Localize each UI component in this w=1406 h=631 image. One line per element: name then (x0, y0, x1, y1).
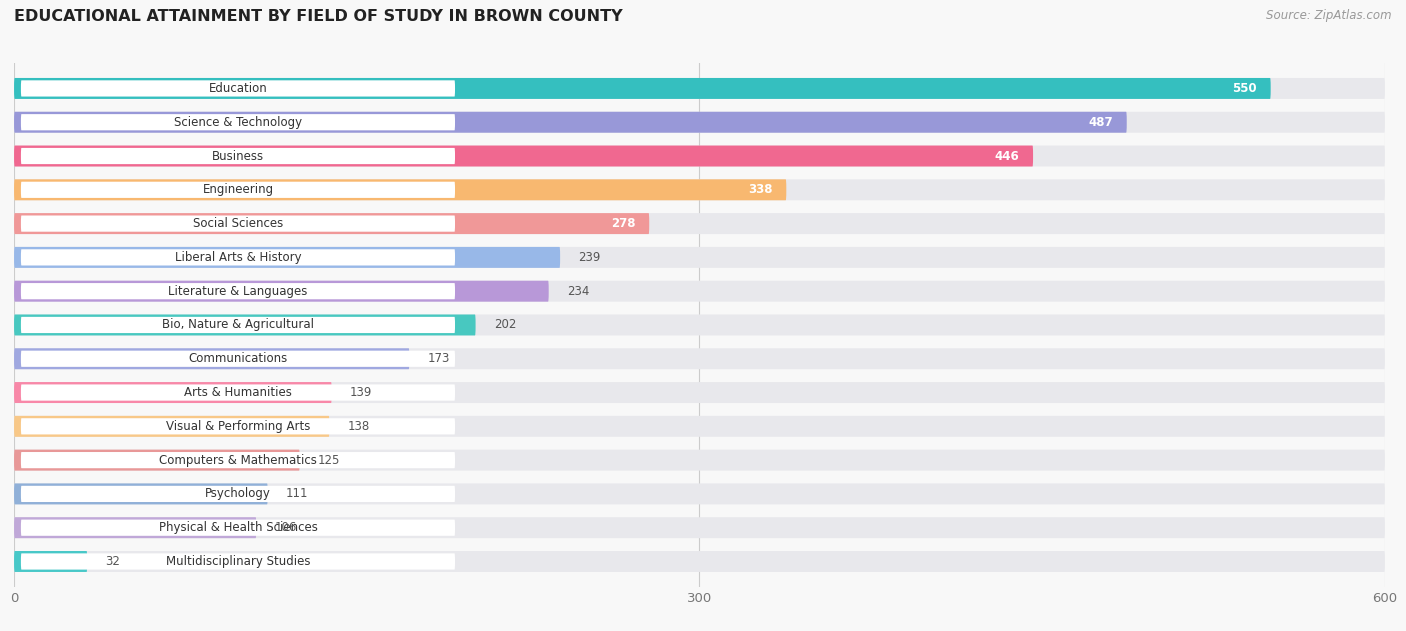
Text: Social Sciences: Social Sciences (193, 217, 283, 230)
Text: 32: 32 (105, 555, 121, 568)
FancyBboxPatch shape (14, 314, 475, 336)
Text: Engineering: Engineering (202, 184, 274, 196)
Text: 139: 139 (350, 386, 373, 399)
FancyBboxPatch shape (14, 146, 1033, 167)
Text: 173: 173 (427, 352, 450, 365)
Text: Education: Education (208, 82, 267, 95)
Text: Business: Business (212, 150, 264, 163)
FancyBboxPatch shape (21, 216, 456, 232)
Text: 234: 234 (567, 285, 589, 298)
FancyBboxPatch shape (14, 179, 786, 200)
Text: 125: 125 (318, 454, 340, 466)
FancyBboxPatch shape (14, 382, 1385, 403)
FancyBboxPatch shape (14, 281, 548, 302)
FancyBboxPatch shape (14, 112, 1385, 133)
Text: EDUCATIONAL ATTAINMENT BY FIELD OF STUDY IN BROWN COUNTY: EDUCATIONAL ATTAINMENT BY FIELD OF STUDY… (14, 9, 623, 25)
FancyBboxPatch shape (14, 146, 1385, 167)
FancyBboxPatch shape (21, 182, 456, 198)
Text: Multidisciplinary Studies: Multidisciplinary Studies (166, 555, 311, 568)
FancyBboxPatch shape (14, 416, 1385, 437)
Text: Visual & Performing Arts: Visual & Performing Arts (166, 420, 311, 433)
Text: 138: 138 (347, 420, 370, 433)
Text: Communications: Communications (188, 352, 288, 365)
Text: 202: 202 (494, 319, 516, 331)
Text: Literature & Languages: Literature & Languages (169, 285, 308, 298)
Text: Source: ZipAtlas.com: Source: ZipAtlas.com (1267, 9, 1392, 23)
FancyBboxPatch shape (14, 551, 1385, 572)
FancyBboxPatch shape (14, 314, 1385, 336)
Text: 550: 550 (1232, 82, 1257, 95)
FancyBboxPatch shape (21, 553, 456, 570)
FancyBboxPatch shape (21, 519, 456, 536)
Text: Liberal Arts & History: Liberal Arts & History (174, 251, 301, 264)
FancyBboxPatch shape (21, 283, 456, 299)
FancyBboxPatch shape (14, 112, 1126, 133)
FancyBboxPatch shape (14, 483, 267, 504)
Text: 278: 278 (612, 217, 636, 230)
FancyBboxPatch shape (14, 416, 329, 437)
Text: 106: 106 (274, 521, 297, 534)
FancyBboxPatch shape (14, 213, 1385, 234)
FancyBboxPatch shape (14, 450, 299, 471)
Text: 111: 111 (285, 487, 308, 500)
Text: Computers & Mathematics: Computers & Mathematics (159, 454, 316, 466)
FancyBboxPatch shape (21, 317, 456, 333)
FancyBboxPatch shape (21, 249, 456, 266)
FancyBboxPatch shape (14, 247, 560, 268)
FancyBboxPatch shape (14, 382, 332, 403)
FancyBboxPatch shape (21, 351, 456, 367)
FancyBboxPatch shape (21, 80, 456, 97)
FancyBboxPatch shape (14, 517, 1385, 538)
FancyBboxPatch shape (14, 348, 409, 369)
FancyBboxPatch shape (21, 418, 456, 434)
Text: 239: 239 (578, 251, 600, 264)
FancyBboxPatch shape (21, 148, 456, 164)
FancyBboxPatch shape (21, 114, 456, 131)
FancyBboxPatch shape (14, 348, 1385, 369)
FancyBboxPatch shape (14, 179, 1385, 200)
Text: Science & Technology: Science & Technology (174, 115, 302, 129)
FancyBboxPatch shape (14, 517, 256, 538)
FancyBboxPatch shape (14, 247, 1385, 268)
Text: 446: 446 (994, 150, 1019, 163)
FancyBboxPatch shape (14, 483, 1385, 504)
FancyBboxPatch shape (21, 384, 456, 401)
FancyBboxPatch shape (14, 551, 87, 572)
Text: Psychology: Psychology (205, 487, 271, 500)
Text: 338: 338 (748, 184, 773, 196)
FancyBboxPatch shape (14, 78, 1271, 99)
FancyBboxPatch shape (14, 213, 650, 234)
FancyBboxPatch shape (14, 281, 1385, 302)
Text: Bio, Nature & Agricultural: Bio, Nature & Agricultural (162, 319, 314, 331)
FancyBboxPatch shape (14, 78, 1385, 99)
Text: Arts & Humanities: Arts & Humanities (184, 386, 292, 399)
FancyBboxPatch shape (21, 452, 456, 468)
Text: 487: 487 (1088, 115, 1114, 129)
FancyBboxPatch shape (21, 486, 456, 502)
Text: Physical & Health Sciences: Physical & Health Sciences (159, 521, 318, 534)
FancyBboxPatch shape (14, 450, 1385, 471)
